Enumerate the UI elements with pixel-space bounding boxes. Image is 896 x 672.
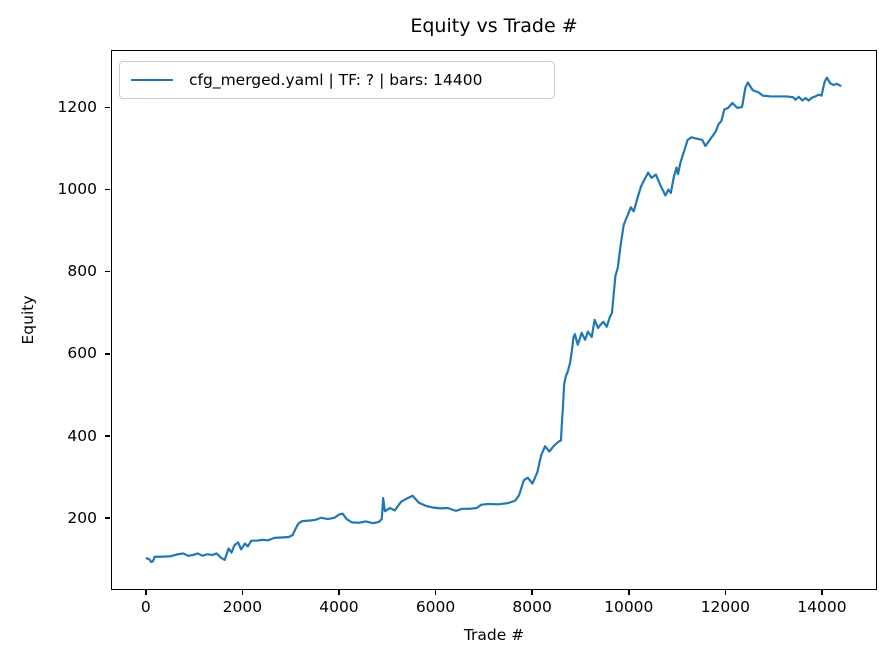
legend: cfg_merged.yaml | TF: ? | bars: 14400 [119,61,555,99]
legend-label: cfg_merged.yaml | TF: ? | bars: 14400 [189,71,483,89]
x-tick-mark [434,590,437,595]
y-tick-label: 1200 [57,97,97,116]
x-tick-mark [338,590,340,595]
y-tick-mark [105,353,110,355]
y-tick-mark [105,435,110,437]
y-tick-mark [105,517,110,519]
chart-title: Equity vs Trade # [410,15,578,37]
x-tick-mark [145,590,147,595]
y-tick-label: 600 [67,344,97,363]
y-tick-label: 1000 [57,180,97,199]
x-tick-label: 0 [140,598,151,616]
x-tick-label: 14000 [797,598,847,616]
legend-line-swatch [131,79,173,81]
x-tick-mark [531,590,533,595]
x-axis-label: Trade # [463,626,525,644]
x-tick-label: 2000 [222,598,263,616]
y-tick-label: 400 [67,426,97,445]
x-tick-mark [628,590,630,595]
x-tick-label: 8000 [512,598,552,616]
x-tick-label: 4000 [319,598,359,616]
x-tick-mark [821,590,823,595]
y-tick-mark [105,188,110,191]
y-axis-label: Equity [19,295,37,345]
y-tick-mark [105,270,110,273]
y-tick-mark [105,106,110,109]
x-tick-mark [241,590,244,595]
x-tick-label: 12000 [700,598,750,616]
equity-line-plot [145,76,842,564]
x-tick-label: 6000 [415,598,456,616]
x-tick-mark [724,590,727,595]
plot-area: cfg_merged.yaml | TF: ? | bars: 14400 [111,50,877,590]
y-tick-label: 200 [67,508,97,527]
x-tick-label: 10000 [604,598,654,616]
y-tick-label: 800 [67,262,97,281]
equity-curve [145,76,842,564]
